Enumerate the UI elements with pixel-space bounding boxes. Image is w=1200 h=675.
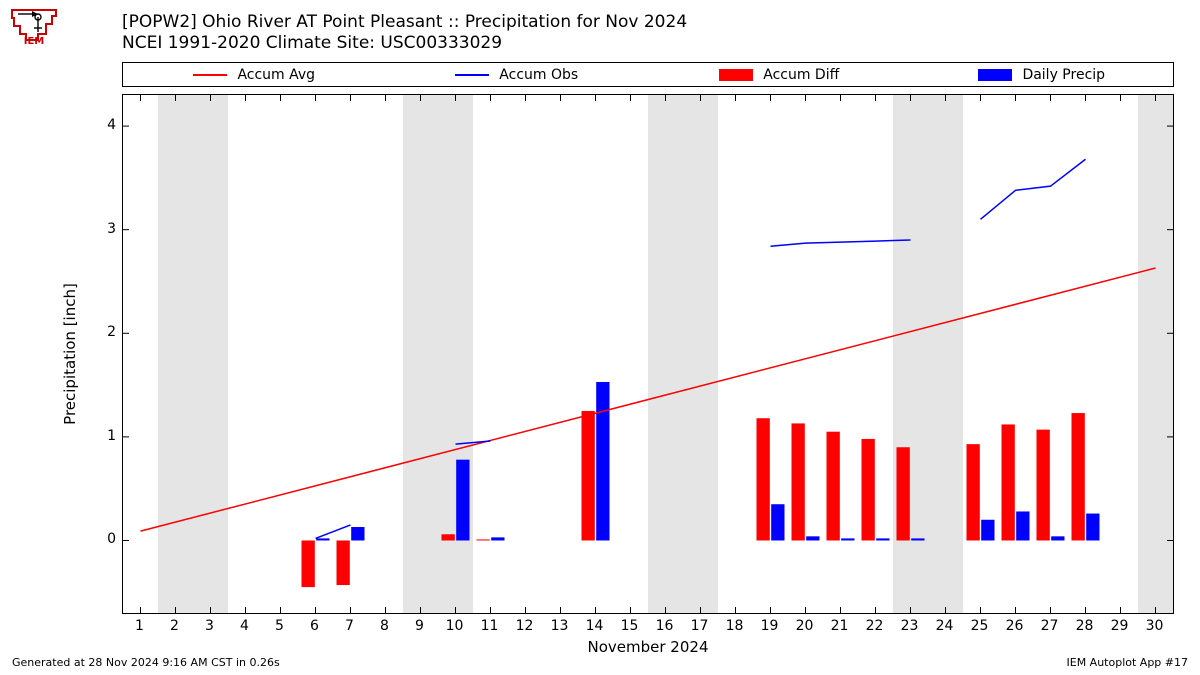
x-tick-label: 6 <box>310 618 319 634</box>
y-axis-label: Precipitation [inch] <box>61 283 79 425</box>
x-tick-label: 12 <box>516 618 534 634</box>
x-tick-label: 27 <box>1041 618 1059 634</box>
x-tick-label: 26 <box>1006 618 1024 634</box>
y-tick-label: 1 <box>76 428 116 444</box>
legend-item: Accum Avg <box>123 67 386 83</box>
iem-logo: IEM <box>6 4 62 50</box>
x-tick-label: 19 <box>761 618 779 634</box>
legend-label: Accum Diff <box>763 67 839 83</box>
chart-title: [POPW2] Ohio River AT Point Pleasant :: … <box>122 12 687 55</box>
x-tick-label: 30 <box>1146 618 1164 634</box>
x-axis-label: November 2024 <box>588 638 709 656</box>
x-tick-label: 21 <box>831 618 849 634</box>
y-tick-label: 2 <box>76 324 116 340</box>
y-tick-label: 3 <box>76 221 116 237</box>
chart-svg <box>123 95 1173 613</box>
x-tick-label: 2 <box>170 618 179 634</box>
legend-swatch <box>193 74 227 76</box>
x-tick-label: 18 <box>726 618 744 634</box>
footer-app: IEM Autoplot App #17 <box>1067 656 1189 669</box>
title-line-1: [POPW2] Ohio River AT Point Pleasant :: … <box>122 12 687 33</box>
x-tick-label: 23 <box>901 618 919 634</box>
legend-label: Accum Avg <box>237 67 315 83</box>
x-tick-label: 28 <box>1076 618 1094 634</box>
legend-item: Accum Obs <box>386 67 649 83</box>
y-tick-label: 0 <box>76 531 116 547</box>
legend-swatch <box>719 69 753 81</box>
x-tick-label: 22 <box>866 618 884 634</box>
x-tick-label: 13 <box>551 618 569 634</box>
legend-label: Daily Precip <box>1022 67 1105 83</box>
x-tick-label: 25 <box>971 618 989 634</box>
x-tick-label: 8 <box>380 618 389 634</box>
x-tick-label: 7 <box>345 618 354 634</box>
x-tick-label: 10 <box>446 618 464 634</box>
x-tick-label: 11 <box>481 618 499 634</box>
chart-plot-area <box>122 94 1174 614</box>
y-tick-label: 4 <box>76 117 116 133</box>
legend-item: Daily Precip <box>911 67 1174 83</box>
x-tick-label: 5 <box>275 618 284 634</box>
x-tick-label: 4 <box>240 618 249 634</box>
legend-swatch <box>455 74 489 76</box>
legend-item: Accum Diff <box>648 67 911 83</box>
x-tick-label: 20 <box>796 618 814 634</box>
x-tick-label: 15 <box>621 618 639 634</box>
legend-swatch <box>978 69 1012 81</box>
title-line-2: NCEI 1991-2020 Climate Site: USC00333029 <box>122 33 687 54</box>
x-tick-label: 24 <box>936 618 954 634</box>
legend-label: Accum Obs <box>499 67 578 83</box>
x-tick-label: 9 <box>415 618 424 634</box>
x-tick-label: 14 <box>586 618 604 634</box>
svg-text:IEM: IEM <box>24 36 45 46</box>
footer-timestamp: Generated at 28 Nov 2024 9:16 AM CST in … <box>12 656 280 669</box>
x-tick-label: 3 <box>205 618 214 634</box>
legend: Accum Avg Accum Obs Accum Diff Daily Precip <box>122 62 1174 87</box>
x-tick-label: 1 <box>135 618 144 634</box>
x-tick-label: 17 <box>691 618 709 634</box>
x-tick-label: 16 <box>656 618 674 634</box>
x-tick-label: 29 <box>1111 618 1129 634</box>
